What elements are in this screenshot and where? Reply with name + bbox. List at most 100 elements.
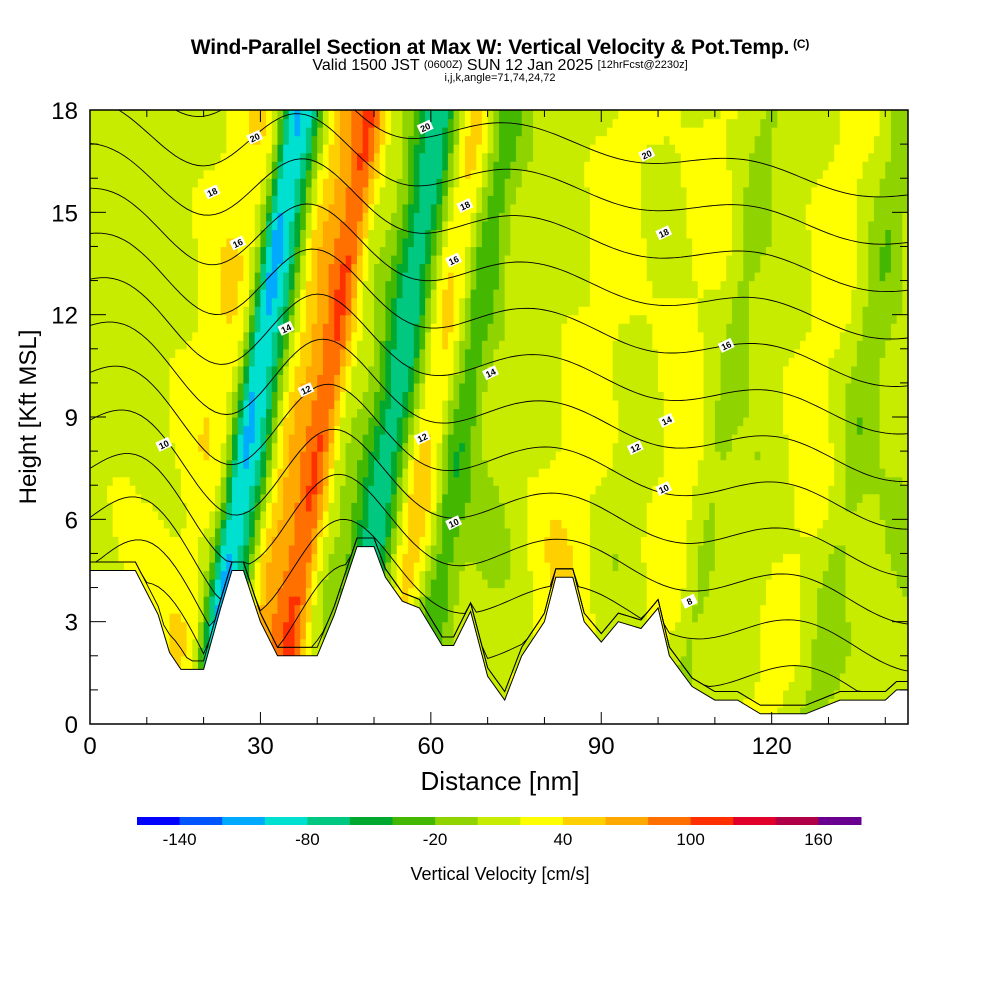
velocity-cell [686,561,699,572]
velocity-cell [425,263,432,273]
velocity-cell [385,544,392,555]
velocity-cell [425,519,432,529]
theta-contour [90,409,908,578]
velocity-cell [163,519,188,529]
velocity-cell [811,289,852,299]
velocity-cell [220,544,239,555]
velocity-cell [254,468,262,478]
velocity-cell [271,502,284,512]
velocity-cell [516,152,534,162]
velocity-cell [464,263,472,273]
velocity-cell [300,468,313,478]
velocity-cell [862,493,881,503]
velocity-cell [646,604,682,614]
velocity-cell [481,110,489,120]
velocity-cell [385,536,392,546]
velocity-cell [339,519,352,529]
velocity-cell [192,220,256,230]
velocity-cell [322,579,347,589]
velocity-cell [771,127,841,137]
velocity-cell [430,442,438,452]
velocity-cell [430,263,438,273]
velocity-cell [203,587,210,597]
velocity-cell [464,272,472,282]
velocity-cell [442,451,449,461]
velocity-cell [118,536,199,546]
velocity-cell [277,596,290,606]
velocity-cell [271,476,279,486]
velocity-cell [703,519,716,529]
velocity-cell [169,613,182,623]
velocity-cell [362,212,369,222]
velocity-cell [464,110,472,120]
velocity-cell [487,323,506,333]
velocity-cell [90,391,171,401]
velocity-cell [396,596,409,606]
velocity-cell [169,365,233,375]
velocity-cell [402,399,409,410]
velocity-cell [374,391,386,401]
velocity-cell [209,587,216,597]
velocity-cell [663,459,699,469]
velocity-cell [589,510,648,520]
velocity-cell [283,348,290,358]
velocity-cell [356,527,364,537]
velocity-cell [760,613,801,623]
velocity-cell [402,442,409,452]
velocity-cell [220,442,227,452]
velocity-cell [294,314,301,324]
velocity-cell [396,579,404,589]
velocity-cell [249,502,256,512]
velocity-cell [311,476,318,486]
velocity-cell [294,289,301,299]
velocity-cell [385,553,392,563]
velocity-cell [266,468,273,478]
velocity-cell [856,272,869,282]
velocity-cell [464,297,472,307]
velocity-cell [419,331,426,341]
velocity-cell [232,425,239,435]
velocity-cell [311,630,324,640]
velocity-cell [254,229,262,239]
velocity-cell [783,399,830,410]
velocity-cell [300,604,307,614]
velocity-cell [249,519,256,529]
velocity-cell [748,408,784,418]
velocity-cell [311,647,324,657]
velocity-cell [447,459,455,469]
velocity-cell [470,323,489,333]
velocity-cell [612,382,659,393]
velocity-cell [902,289,908,299]
velocity-cell [499,229,511,239]
velocity-cell [811,263,858,273]
velocity-cell [470,476,494,486]
velocity-cell [851,647,908,657]
velocity-cell [771,570,801,580]
velocity-cell [385,331,392,341]
velocity-cell [328,144,341,154]
velocity-cell [499,135,517,145]
velocity-cell [726,118,761,128]
velocity-cell [283,118,290,128]
colorbar-swatch [264,817,308,825]
velocity-cell [260,621,273,631]
velocity-cell [226,391,233,401]
velocity-cell [220,536,227,546]
velocity-cell [277,374,284,384]
velocity-cell [345,203,364,213]
velocity-cell [748,297,813,307]
velocity-cell [890,331,908,341]
velocity-cell [436,314,443,324]
velocity-cell [305,297,318,307]
velocity-cell [254,399,267,410]
velocity-cell [896,579,908,589]
velocity-cell [510,169,523,179]
theta-label-bg [229,235,247,251]
velocity-cell [328,152,341,162]
terrain [90,546,908,724]
velocity-cell [851,289,869,299]
velocity-cell [487,144,494,154]
velocity-cell [510,203,591,213]
velocity-cell [493,127,500,137]
velocity-cell [249,272,256,282]
